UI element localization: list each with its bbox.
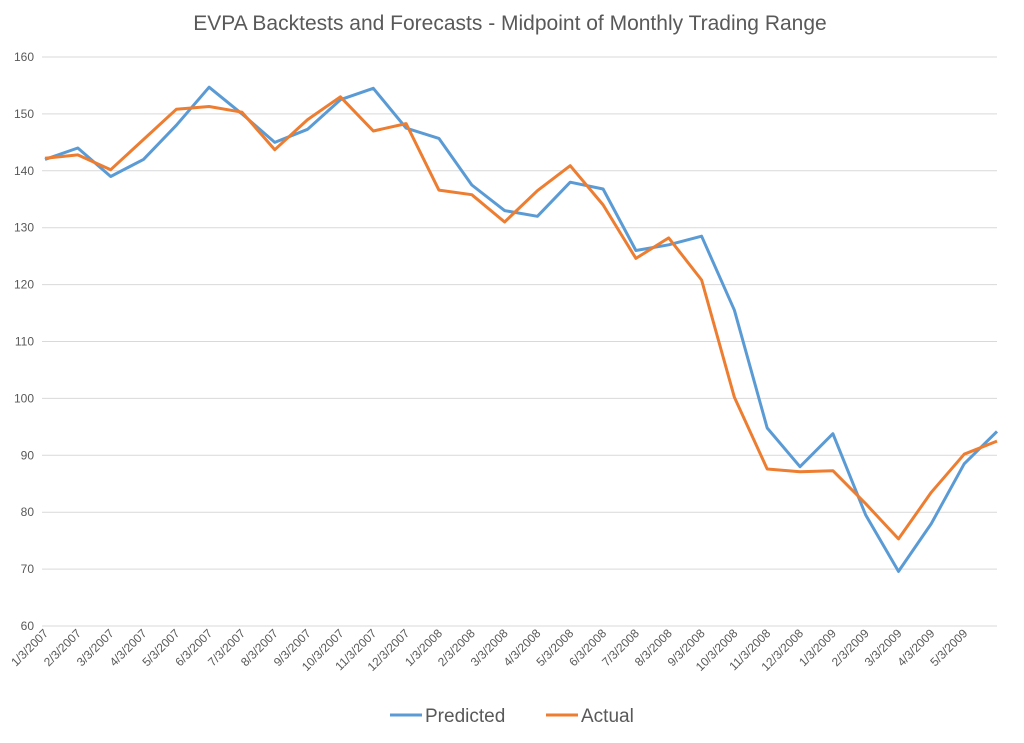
y-tick-label: 150	[14, 107, 34, 121]
y-tick-label: 60	[21, 619, 35, 633]
y-tick-label: 80	[21, 505, 35, 519]
y-tick-label: 160	[14, 50, 34, 64]
chart-title: EVPA Backtests and Forecasts - Midpoint …	[193, 12, 826, 35]
y-tick-label: 120	[14, 278, 34, 292]
y-tick-label: 100	[14, 391, 34, 405]
series-line	[44, 95, 998, 541]
y-tick-label: 130	[14, 221, 34, 235]
y-tick-label: 90	[21, 448, 35, 462]
legend-label: Actual	[581, 706, 634, 727]
series-line	[44, 85, 999, 573]
y-tick-label: 70	[21, 562, 35, 576]
y-tick-label: 140	[14, 164, 34, 178]
legend-label: Predicted	[425, 706, 505, 727]
y-tick-label: 110	[15, 335, 34, 349]
